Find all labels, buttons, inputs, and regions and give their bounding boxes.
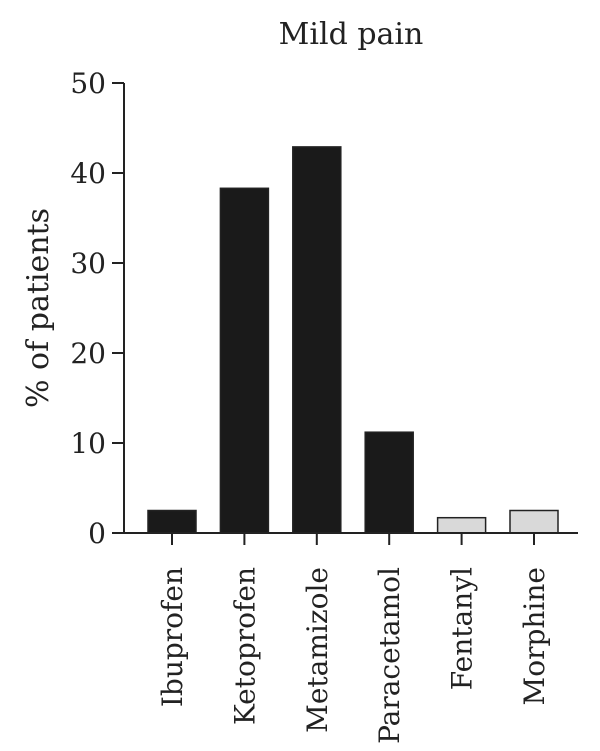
x-axis: Ibuprofen Ketoprofen Metamizole Paracetamol… <box>124 532 578 744</box>
x-tick-label: Fentanyl <box>446 567 479 690</box>
x-tick-label: Paracetamol <box>373 567 406 744</box>
x-tick-label: Morphine <box>518 567 551 705</box>
chart-title: Mild pain <box>279 17 424 52</box>
y-tick-label: 50 <box>70 67 106 100</box>
bar-ibuprofen <box>147 509 197 534</box>
y-tick-label: 10 <box>70 427 106 460</box>
y-tick-label: 40 <box>70 157 106 190</box>
y-tick-label: 0 <box>88 517 106 550</box>
y-axis: 0 10 20 30 40 50 <box>70 67 125 550</box>
bar-paracetamol <box>364 431 414 534</box>
y-tick-label: 20 <box>70 337 106 370</box>
y-tick-label: 30 <box>70 247 106 280</box>
bar-fentanyl <box>436 516 487 534</box>
y-axis-label: % of patients <box>21 208 56 408</box>
bar-morphine <box>509 509 559 534</box>
bars <box>147 146 559 534</box>
x-tick-label: Ibuprofen <box>156 567 189 707</box>
x-tick-label: Metamizole <box>301 567 334 733</box>
bar-metamizole <box>292 146 342 534</box>
x-tick-label: Ketoprofen <box>228 567 261 725</box>
bar-ketoprofen <box>219 187 270 534</box>
